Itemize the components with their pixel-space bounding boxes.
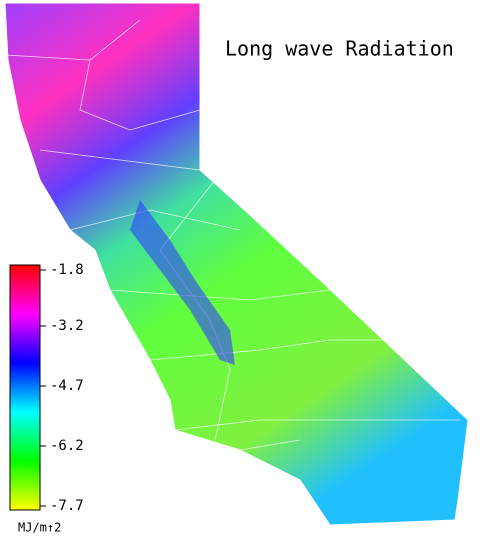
valley-band bbox=[130, 200, 235, 365]
map-title: Long wave Radiation bbox=[225, 37, 454, 61]
colorbar-tick-label: -1.8 bbox=[50, 262, 84, 278]
colorbar-unit: MJ/m↑2 bbox=[18, 521, 61, 535]
colorbar-tick-label: -4.7 bbox=[50, 378, 84, 394]
colorbar-tick-label: -6.2 bbox=[50, 438, 84, 454]
colorbar-tick-label: -3.2 bbox=[50, 318, 84, 334]
colorbar-tick-label: -7.7 bbox=[50, 498, 84, 514]
colorbar bbox=[9, 264, 41, 511]
